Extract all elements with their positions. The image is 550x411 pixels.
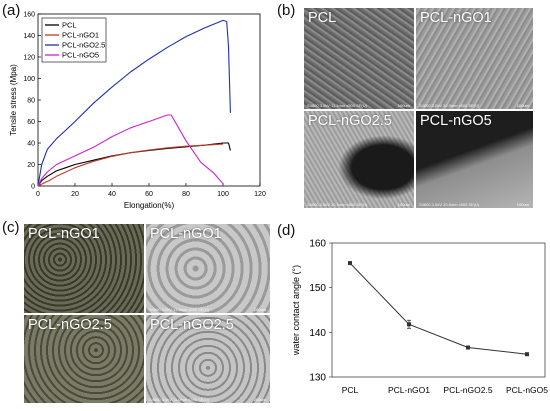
- y-axis-label: water contact angle (°): [291, 265, 301, 356]
- panel-label-c: (c): [2, 219, 20, 236]
- panel-label-a: (a): [2, 2, 21, 19]
- water-contact-angle-chart: 130 140 150 160 PCL PCL-nGO1 PCL-nGO2.5 PCL-nGO…: [291, 239, 548, 396]
- image-info-bar: S4800 3.0kV 11.0mm x250 SE(U): [149, 397, 209, 402]
- scale-bar-label: 100um: [516, 202, 529, 207]
- legend-entry: PCL-nGO2.5: [62, 41, 105, 50]
- data-point: [407, 322, 411, 327]
- y-tick-label: 40: [27, 141, 35, 148]
- y-tick-label: 80: [27, 98, 35, 105]
- x-tick-label: PCL-nGO5: [506, 385, 548, 395]
- image-caption: PCL-nGO2.5: [150, 317, 234, 333]
- image-info-bar: S4800 3.0kV 10.9mm x500 SE(U): [307, 202, 368, 207]
- data-point: [525, 352, 529, 357]
- tensile-stress-chart: 0 20 40 60 80 100 120 0 20 40 60 80 100 120 140 160 Elon…: [9, 12, 266, 211]
- image-info-bar: S4800 3.0kV 11.0mm x250 SE(U): [149, 307, 209, 312]
- x-tick-label: 60: [145, 191, 153, 198]
- legend-entry: PCL: [62, 21, 77, 30]
- series-line-pcl-ngo1: [37, 143, 224, 187]
- x-tick-label: 0: [36, 191, 40, 198]
- y-tick-label: 140: [23, 33, 35, 40]
- image-info-bar: S4800 3.0kV 10.9mm x500 SE(U): [419, 103, 480, 108]
- x-axis-label: Elongation(%): [124, 201, 175, 210]
- series-line-pcl-ngo5: [37, 114, 224, 187]
- sem-grid-cell-2: PCL-nGO1 S4800 3.0kV 10.9mm x500 SE(U) 100…: [416, 8, 533, 109]
- y-tick-label: 60: [27, 119, 35, 126]
- image-caption: PCL-nGO1: [150, 226, 222, 242]
- y-tick-label: 160: [23, 12, 35, 19]
- y-tick-label: 160: [309, 239, 326, 250]
- panel-label-b: (b): [277, 2, 296, 19]
- x-tick-label: 100: [217, 191, 229, 198]
- plot-frame: [331, 242, 546, 378]
- scale-bar-label: 100um: [397, 103, 410, 108]
- legend-entry: PCL-nGO1: [62, 31, 99, 40]
- x-tick-label: 80: [182, 191, 190, 198]
- image-caption: PCL-nGO5: [420, 113, 492, 129]
- image-caption: PCL-nGO1: [28, 226, 100, 242]
- legend-entry: PCL-nGO5: [62, 51, 99, 60]
- sem-grid-cell-3: PCL-nGO2.5 S4800 3.0kV 10.9mm x500 SE(U) 1…: [304, 111, 414, 208]
- series-line-pcl-ngo2-5: [37, 19, 231, 187]
- y-axis-label: Tensile stress (Mpa): [9, 64, 18, 136]
- scale-bar-label: 200um: [253, 307, 266, 312]
- x-tick-label: PCL-nGO2.5: [443, 385, 492, 395]
- y-tick-label: 100: [23, 76, 35, 83]
- sem-grid-cell-1: PCL S4800 3.0kV 11.1mm x500 SE(U) 100um: [304, 8, 414, 109]
- image-caption: PCL-nGO2.5: [28, 317, 112, 333]
- image-info-bar: S4800 3.0kV 10.9mm x500 SE(U): [419, 202, 480, 207]
- y-tick-label: 20: [27, 162, 35, 169]
- x-tick-label: 20: [71, 191, 79, 198]
- y-tick-label: 140: [309, 328, 326, 339]
- image-caption: PCL-nGO2.5: [308, 113, 392, 129]
- y-tick-label: 120: [23, 55, 35, 62]
- y-tick-label: 130: [309, 373, 326, 384]
- panel-label-d: (d): [277, 222, 296, 239]
- x-tick-label: PCL-nGO1: [388, 385, 430, 395]
- image-info-bar: S4800 3.0kV 11.1mm x500 SE(U): [307, 103, 367, 108]
- x-tick-label: PCL: [342, 385, 359, 395]
- data-point: [466, 345, 470, 350]
- cell-grid-cell-4: PCL-nGO2.5 S4800 3.0kV 11.0mm x250 SE(U) 2…: [146, 315, 270, 403]
- image-caption: PCL: [308, 10, 337, 26]
- scale-bar-label: 100um: [397, 202, 410, 207]
- series-line-pcl: [37, 142, 231, 187]
- image-caption: PCL-nGO1: [420, 10, 492, 26]
- scale-bar-label: 100um: [516, 103, 529, 108]
- y-tick-label: 0: [31, 184, 35, 191]
- x-tick-label: 120: [254, 191, 266, 198]
- cell-grid-cell-1: PCL-nGO1: [24, 224, 144, 313]
- scale-bar-label: 200um: [253, 397, 266, 402]
- sem-grid-cell-4: PCL-nGO5 S4800 3.0kV 10.9mm x500 SE(U) 100…: [416, 111, 533, 208]
- data-point: [348, 261, 352, 266]
- y-tick-label: 150: [309, 283, 326, 294]
- contact-angle-line: [349, 262, 528, 355]
- cell-grid-cell-3: PCL-nGO2.5: [24, 315, 144, 403]
- x-tick-label: 40: [108, 191, 116, 198]
- cell-grid-cell-2: PCL-nGO1 S4800 3.0kV 11.0mm x250 SE(U) 200…: [146, 224, 270, 313]
